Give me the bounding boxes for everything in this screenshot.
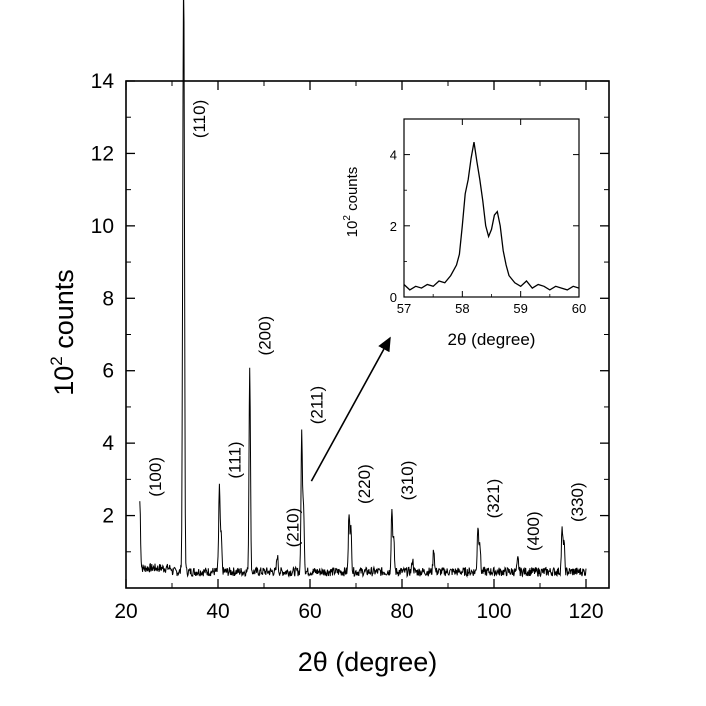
x-tick-label: 40 (206, 600, 229, 623)
inset-x-tick-label: 58 (455, 301, 469, 316)
inset-frame (403, 118, 580, 298)
inset-series-line (403, 141, 580, 291)
y-tick-label: 14 (91, 70, 115, 93)
y-tick-label: 6 (102, 360, 114, 383)
y-axis-title-exponent: 2 (47, 356, 66, 365)
inset-y-tick-label: 4 (390, 148, 397, 163)
peak-label: (210) (283, 508, 302, 548)
inset-x-tick-label: 57 (397, 301, 411, 316)
peak-label: (110) (190, 100, 209, 138)
inset-y-title-exponent: 2 (342, 215, 353, 221)
x-tick-label: 80 (390, 600, 413, 623)
y-tick-label: 8 (102, 287, 114, 310)
inset-y-tick-label: 2 (390, 219, 397, 234)
peak-label: (321) (484, 479, 503, 519)
x-tick-label: 20 (114, 600, 137, 623)
x-tick-label: 60 (298, 600, 321, 623)
peak-label: (200) (256, 316, 275, 356)
peak-label: (111) (225, 441, 244, 478)
peak-label: (211) (308, 386, 327, 424)
peak-label: (220) (355, 464, 374, 504)
y-axis-title-base: 10 (49, 366, 79, 396)
xrd-series-line (139, 0, 587, 579)
inset-x-tick-label: 60 (572, 301, 586, 316)
x-tick-label: 120 (568, 600, 603, 623)
y-tick-label: 12 (91, 142, 114, 165)
inset-y-title-rest: counts (344, 167, 361, 215)
y-axis-title-rest: counts (49, 269, 79, 356)
peak-label: (310) (398, 461, 417, 501)
inset-x-axis-title: 2θ (degree) (448, 330, 536, 349)
inset-y-tick-label: 0 (390, 290, 397, 305)
peak-label: (100) (146, 457, 165, 497)
inset-arrow (310, 336, 391, 482)
y-tick-label: 2 (102, 505, 114, 528)
peak-label: (330) (568, 482, 587, 522)
peak-label: (400) (524, 511, 543, 551)
inset-x-tick-label: 59 (513, 301, 527, 316)
x-tick-label: 100 (476, 600, 511, 623)
inset-y-axis-title: 102 counts (342, 167, 361, 238)
y-tick-label: 10 (91, 215, 114, 238)
x-axis-title: 2θ (degree) (298, 647, 438, 677)
inset-y-title-base: 10 (344, 221, 361, 238)
y-axis-title: 102 counts (47, 269, 79, 396)
y-tick-label: 4 (102, 432, 114, 455)
